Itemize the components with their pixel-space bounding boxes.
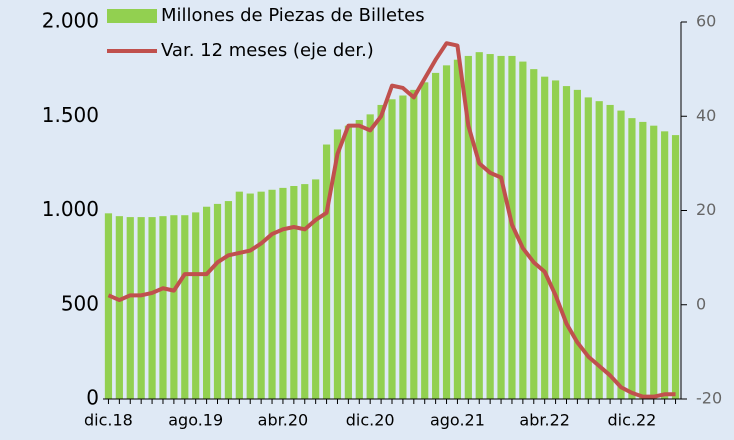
bar bbox=[366, 114, 374, 400]
bar bbox=[399, 95, 407, 399]
bar bbox=[617, 110, 625, 399]
bar bbox=[301, 184, 309, 399]
y-tick-label: 1.500 bbox=[42, 103, 99, 127]
bar bbox=[312, 179, 320, 399]
x-tick-label: dic.22 bbox=[608, 411, 657, 430]
x-tick-label: dic.18 bbox=[84, 411, 133, 430]
bar bbox=[104, 213, 113, 399]
bar bbox=[442, 65, 451, 399]
bar bbox=[235, 191, 243, 399]
bar bbox=[530, 69, 538, 399]
bar bbox=[213, 203, 222, 399]
y-tick-label: 0 bbox=[86, 386, 99, 410]
bar bbox=[573, 89, 581, 400]
x-tick-label: ago.19 bbox=[168, 411, 223, 430]
y-tick-label: 2.000 bbox=[42, 9, 99, 33]
bar bbox=[671, 135, 680, 399]
bar bbox=[562, 86, 571, 399]
y2-tick-label: -20 bbox=[696, 389, 722, 408]
bar bbox=[170, 215, 178, 399]
y2-tick-label: 0 bbox=[696, 294, 706, 313]
bar bbox=[377, 104, 385, 399]
bar bbox=[137, 217, 145, 399]
y-tick-label: 500 bbox=[61, 291, 99, 315]
legend-label: Var. 12 meses (eje der.) bbox=[161, 40, 374, 61]
bar bbox=[584, 97, 592, 400]
bar bbox=[519, 61, 527, 400]
y2-tick-label: 20 bbox=[696, 200, 716, 219]
x-tick-label: dic.20 bbox=[346, 411, 395, 430]
bar bbox=[628, 118, 636, 399]
bar bbox=[486, 54, 494, 400]
bar bbox=[279, 187, 287, 399]
bar bbox=[126, 217, 134, 399]
bar bbox=[606, 104, 614, 399]
bar bbox=[661, 131, 669, 399]
x-tick-label: abr.22 bbox=[519, 411, 570, 430]
legend-label: Millones de Piezas de Billetes bbox=[161, 5, 425, 26]
bar bbox=[257, 191, 265, 399]
bar bbox=[475, 52, 483, 399]
line bbox=[107, 41, 676, 399]
y2-tick-label: 40 bbox=[696, 106, 716, 125]
bar bbox=[388, 99, 396, 399]
bar bbox=[453, 59, 462, 399]
bar bbox=[159, 216, 167, 399]
legend-swatch bbox=[107, 9, 157, 23]
y2-tick-label: 60 bbox=[696, 12, 716, 31]
bar bbox=[551, 80, 560, 399]
bar bbox=[497, 55, 505, 400]
x-tick-label: abr.20 bbox=[258, 411, 309, 430]
bar bbox=[148, 217, 156, 399]
bar bbox=[246, 193, 254, 399]
bar bbox=[192, 212, 200, 399]
bar bbox=[333, 129, 342, 399]
bar bbox=[595, 101, 603, 400]
y-tick-label: 1.000 bbox=[42, 197, 99, 221]
x-tick-label: ago.21 bbox=[430, 411, 485, 430]
bar bbox=[421, 82, 429, 399]
bar bbox=[203, 206, 211, 399]
bar bbox=[181, 215, 189, 399]
bar bbox=[115, 216, 123, 399]
bar bbox=[290, 185, 298, 399]
bar bbox=[322, 144, 331, 399]
bar bbox=[355, 120, 363, 400]
bar bbox=[650, 125, 658, 400]
bar bbox=[410, 89, 418, 400]
bar bbox=[268, 189, 276, 399]
bar bbox=[344, 125, 352, 400]
bar bbox=[639, 121, 647, 399]
bar bbox=[224, 201, 233, 399]
bar bbox=[541, 76, 549, 399]
bar bbox=[464, 55, 472, 400]
bar bbox=[432, 72, 440, 400]
